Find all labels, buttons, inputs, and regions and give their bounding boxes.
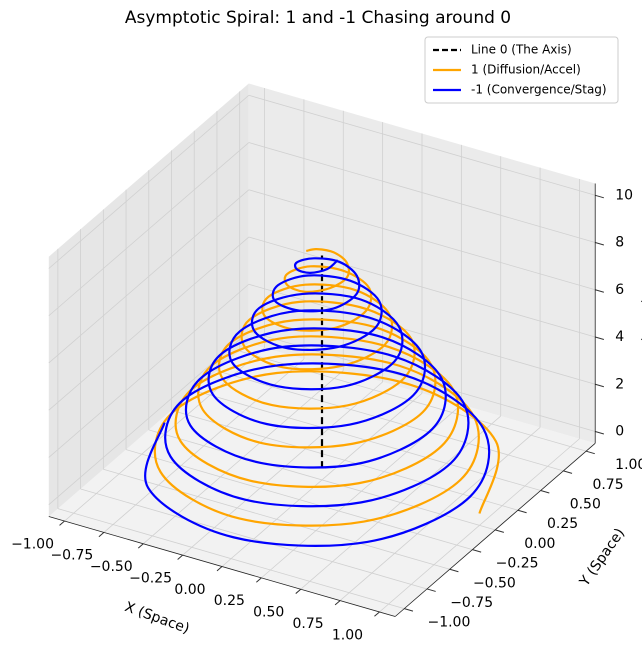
- grid-line: [125, 449, 473, 550]
- tick-mark: [256, 577, 262, 583]
- x-tick-label: −0.25: [129, 570, 172, 586]
- tick-mark: [595, 383, 605, 388]
- grid-line: [239, 350, 587, 452]
- y-tick-label: 0.50: [570, 497, 601, 513]
- x-tick-label: 1.00: [332, 627, 363, 643]
- tick-mark: [98, 532, 105, 538]
- y-axis: [394, 442, 596, 617]
- legend-label: 1 (Diffusion/Accel): [471, 63, 581, 77]
- tick-mark: [374, 611, 380, 617]
- grid-line: [248, 94, 596, 196]
- legend-box: [424, 36, 619, 104]
- grid-line: [248, 142, 596, 243]
- y-tick-label: −0.25: [496, 556, 539, 572]
- z-tick-label: 4: [615, 329, 624, 345]
- grid-line: [57, 508, 405, 610]
- tick-mark: [540, 490, 550, 494]
- y-tick-label: −1.00: [427, 615, 470, 631]
- tick-mark: [585, 450, 595, 455]
- tick-mark: [449, 568, 459, 573]
- tick-mark: [595, 194, 605, 199]
- z-tick-label: 10: [615, 187, 633, 203]
- z-tick-label: 6: [615, 282, 624, 298]
- z-axis-label: Z (Time): [639, 284, 642, 343]
- x-axis: [48, 516, 396, 617]
- legend-label: Line 0 (The Axis): [471, 43, 572, 57]
- tick-mark: [334, 600, 341, 606]
- tick-mark: [495, 529, 505, 533]
- y-tick-label: 0.00: [524, 536, 555, 552]
- x-tick-label: −1.00: [11, 536, 54, 552]
- x-tick-label: 0.50: [253, 605, 284, 621]
- tick-mark: [404, 608, 414, 612]
- tick-mark: [595, 242, 605, 246]
- y-tick-label: 1.00: [615, 457, 642, 473]
- tick-mark: [472, 549, 482, 553]
- z-tick-label: 2: [615, 376, 624, 392]
- tick-mark: [426, 588, 436, 592]
- series-line: [144, 257, 491, 547]
- grid-line: [248, 236, 596, 338]
- grid-line: [48, 142, 250, 317]
- legend-label: -1 (Convergence/Stag): [471, 83, 607, 97]
- tick-mark: [595, 431, 605, 435]
- x-tick-label: 0.25: [214, 593, 245, 609]
- x-tick-label: −0.75: [50, 548, 93, 564]
- grid-line: [48, 236, 250, 411]
- grid-line: [80, 488, 428, 590]
- z-tick-label: 8: [615, 235, 624, 251]
- y-tick-label: −0.75: [450, 595, 493, 611]
- grid-line: [48, 95, 250, 269]
- y-axis-label: Y (Space): [576, 526, 628, 591]
- x-tick-label: 0.00: [174, 582, 205, 598]
- grid-line: [103, 468, 450, 570]
- x-tick-label: −0.50: [90, 559, 133, 575]
- tick-mark: [137, 543, 144, 549]
- grid-line: [148, 429, 496, 531]
- x-axis-label: X (Space): [122, 599, 191, 637]
- tick-mark: [517, 509, 527, 514]
- y-tick-label: −0.50: [473, 575, 516, 591]
- tick-mark: [59, 520, 65, 526]
- z-tick-label: 0: [615, 423, 624, 439]
- grid-line: [48, 189, 250, 364]
- x-tick-label: 0.75: [293, 616, 324, 632]
- grid-line: [248, 189, 596, 291]
- grid-line: [48, 283, 250, 458]
- grid-line: [216, 370, 564, 472]
- tick-mark: [595, 336, 605, 340]
- grid-line: [171, 409, 519, 511]
- tick-mark: [595, 289, 605, 293]
- tick-mark: [216, 566, 223, 572]
- y-tick-label: 0.25: [547, 516, 578, 532]
- chart-title: Asymptotic Spiral: 1 and -1 Chasing arou…: [125, 8, 511, 28]
- y-tick-label: 0.75: [592, 477, 623, 493]
- tick-mark: [295, 588, 302, 594]
- tick-mark: [563, 470, 573, 474]
- tick-mark: [177, 554, 183, 560]
